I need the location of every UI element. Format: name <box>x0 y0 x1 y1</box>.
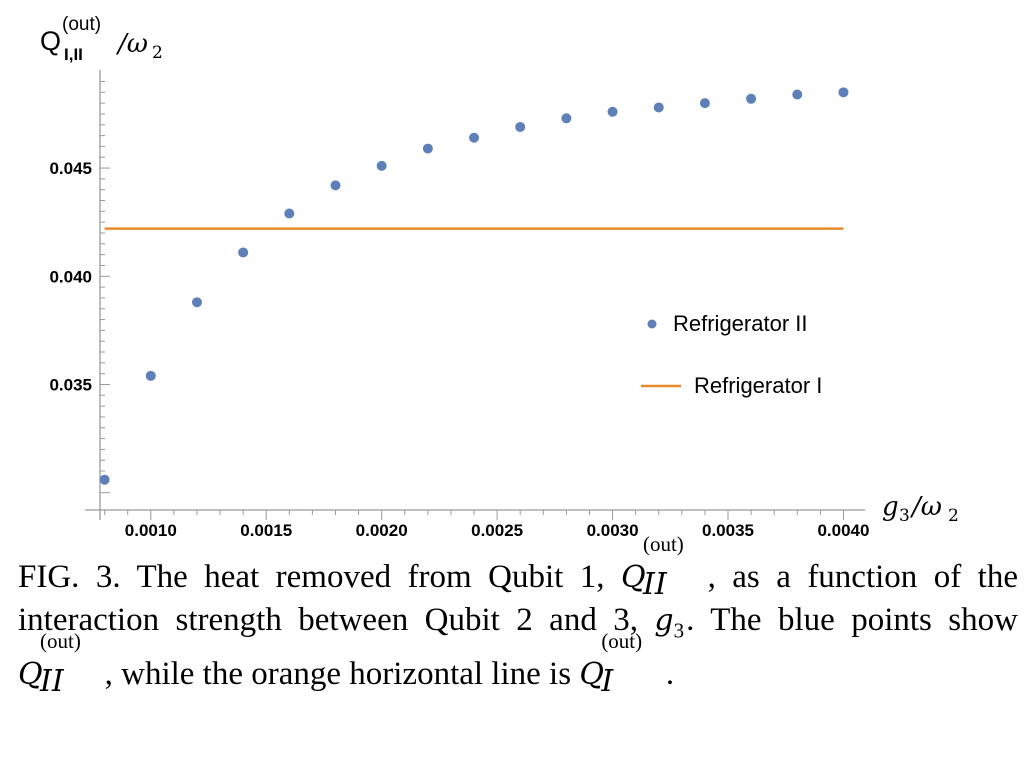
caption-symbol-g-sub: 3 <box>673 618 685 643</box>
caption-text-2: , as a function of the interaction stren… <box>18 559 1018 638</box>
data-point <box>376 160 387 171</box>
caption-text-1: FIG. 3. The heat removed from Qubit 1, <box>18 559 621 595</box>
legend-label-refrigerator-ii: Refrigerator II <box>673 311 808 336</box>
data-point <box>469 132 480 143</box>
caption-symbol-g: g <box>654 603 674 638</box>
caption-symbol-q-ii-out-2: Q (out) II <box>18 630 105 699</box>
y-tick-label: 0.040 <box>49 267 92 286</box>
caption-symbol-sup: (out) <box>601 628 643 653</box>
x-tick-label: 0.0015 <box>240 521 292 540</box>
data-point <box>653 102 664 113</box>
data-point <box>330 180 341 191</box>
data-point <box>422 143 433 154</box>
axis-labels: Q(out) I,II/ω 2 g3/ω 2 <box>40 14 959 526</box>
caption-text-5: . <box>665 655 675 692</box>
caption-symbol-sub: I <box>601 663 614 699</box>
caption-symbol-q-ii-out: Q (out) II <box>620 534 708 602</box>
y-tick-label: 0.045 <box>49 159 92 178</box>
y-tick-label: 0.035 <box>49 375 92 394</box>
x-axis-label: g3/ω 2 <box>882 492 959 526</box>
axes: 0.0010 0.0015 0.0020 0.0025 0.0030 0.0035 0.00… <box>49 70 869 540</box>
caption-symbol-base: Q <box>18 656 43 692</box>
y-axis-label: Q(out) I,II/ω 2 <box>40 14 163 64</box>
data-point <box>238 247 249 258</box>
chart-marks <box>99 87 849 485</box>
figure-caption: FIG. 3. The heat removed from Qubit 1, Q… <box>18 534 1018 699</box>
data-point <box>284 208 295 219</box>
caption-text-3: . The blue points show <box>686 602 1018 638</box>
x-tick-label: 0.0035 <box>702 521 754 540</box>
caption-symbol-sub: II <box>40 663 64 699</box>
caption-symbol-sub: II <box>642 567 667 602</box>
caption-text-4: , while the orange horizontal line is <box>104 655 580 692</box>
caption-symbol-sup: (out) <box>642 532 684 556</box>
data-point <box>561 113 572 124</box>
scatter-chart: 0.0010 0.0015 0.0020 0.0025 0.0030 0.0035 0.00… <box>40 14 959 540</box>
data-point <box>191 297 202 308</box>
x-tick-label: 0.0010 <box>125 521 177 540</box>
data-point <box>792 89 803 100</box>
caption-symbol-sup: (out) <box>40 628 81 653</box>
x-tick-label: 0.0020 <box>356 521 408 540</box>
caption-symbol-base: Q <box>620 560 646 595</box>
x-tick-label: 0.0040 <box>817 521 869 540</box>
data-point <box>607 106 618 117</box>
data-point <box>515 121 526 132</box>
data-point <box>145 370 156 381</box>
legend-marker-refrigerator-ii <box>647 319 657 329</box>
caption-symbol-base: Q <box>579 656 604 692</box>
caption-symbol-q-i-out: Q (out) I <box>579 630 666 699</box>
data-point <box>746 93 757 104</box>
legend: Refrigerator II Refrigerator I <box>641 311 822 398</box>
legend-label-refrigerator-i: Refrigerator I <box>694 373 822 398</box>
data-point <box>699 98 710 109</box>
x-tick-label: 0.0030 <box>587 521 639 540</box>
data-point <box>838 87 849 98</box>
x-tick-label: 0.0025 <box>471 521 523 540</box>
data-point <box>99 474 110 485</box>
